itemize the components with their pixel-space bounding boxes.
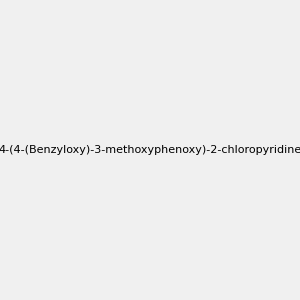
- Text: 4-(4-(Benzyloxy)-3-methoxyphenoxy)-2-chloropyridine: 4-(4-(Benzyloxy)-3-methoxyphenoxy)-2-chl…: [0, 145, 300, 155]
